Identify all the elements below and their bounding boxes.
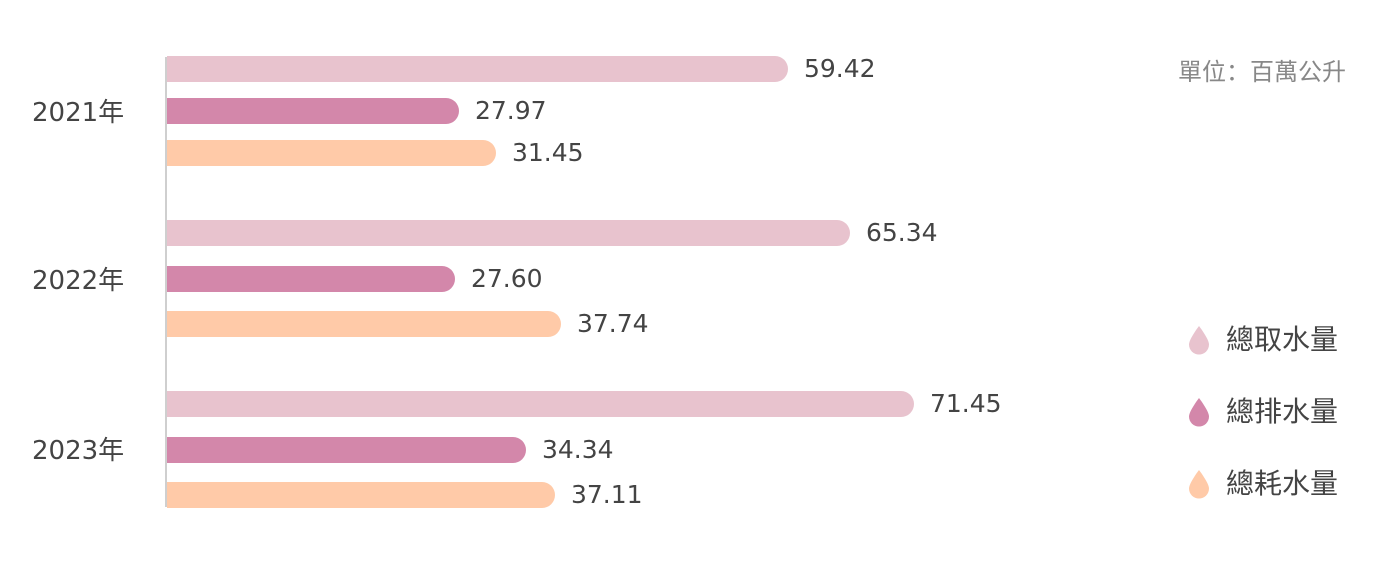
bar-value-label: 37.74 <box>577 309 649 338</box>
water-drop-icon <box>1189 326 1209 355</box>
y-axis-line <box>165 57 167 507</box>
bar-value-label: 65.34 <box>866 218 938 247</box>
legend-item: 總排水量 <box>1188 395 1338 429</box>
category-label: 2021年 <box>32 98 125 128</box>
water-drop-icon <box>1189 398 1209 427</box>
bar-value-label: 27.60 <box>471 264 543 293</box>
bar <box>167 220 850 246</box>
bar-value-label: 37.11 <box>571 480 643 509</box>
category-label: 2022年 <box>32 266 125 296</box>
category-label: 2023年 <box>32 436 125 466</box>
bar-value-label: 71.45 <box>930 389 1002 418</box>
bar-value-label: 34.34 <box>542 435 614 464</box>
legend-item: 總取水量 <box>1188 323 1338 357</box>
bar <box>167 437 526 463</box>
bar <box>167 266 455 292</box>
bar <box>167 140 496 166</box>
bar-value-label: 59.42 <box>804 54 876 83</box>
bar-value-label: 27.97 <box>475 96 547 125</box>
bar-value-label: 31.45 <box>512 138 584 167</box>
bar <box>167 98 459 124</box>
legend-label: 總排水量 <box>1226 395 1339 428</box>
bar <box>167 391 914 417</box>
legend-label: 總耗水量 <box>1226 467 1339 500</box>
bar <box>167 311 561 337</box>
legend-label: 總取水量 <box>1226 323 1339 356</box>
bar <box>167 482 555 508</box>
legend-item: 總耗水量 <box>1188 467 1338 501</box>
water-drop-icon <box>1189 470 1209 499</box>
bar <box>167 56 788 82</box>
unit-label: 單位：百萬公升 <box>1178 58 1346 86</box>
